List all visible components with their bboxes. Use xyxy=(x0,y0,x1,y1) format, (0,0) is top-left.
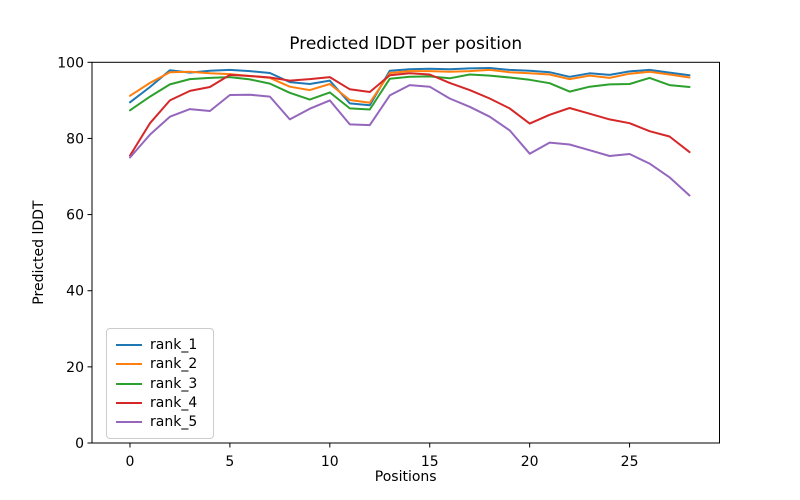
legend-line-sample xyxy=(116,382,142,385)
y-axis-label: Predicted lDDT xyxy=(31,200,47,305)
y-tick-label: 80 xyxy=(66,131,84,147)
legend-item-rank_1: rank_1 xyxy=(116,336,204,354)
x-axis-label: Positions xyxy=(375,469,437,485)
legend: rank_1 rank_2 rank_3 rank_4 rank_5 xyxy=(106,328,214,439)
y-tick-label: 40 xyxy=(66,284,84,300)
legend-item-rank_3: rank_3 xyxy=(116,375,204,393)
plot-area: 0 5 10 15 20 25 0 20 40 60 80 100 xyxy=(57,55,720,470)
y-tick-label: 20 xyxy=(66,360,84,376)
legend-item-rank_2: rank_2 xyxy=(116,355,204,373)
x-tick-label: 25 xyxy=(621,454,639,470)
series-line-rank_5 xyxy=(129,84,691,197)
legend-line-sample xyxy=(116,344,142,346)
legend-line-sample xyxy=(116,363,142,366)
y-tick-label: 60 xyxy=(66,208,84,224)
legend-item-rank_4: rank_4 xyxy=(116,394,204,412)
series-line-rank_4 xyxy=(129,72,691,157)
legend-line-sample xyxy=(116,401,142,404)
legend-label: rank_2 xyxy=(150,356,198,373)
y-tick-label: 100 xyxy=(57,55,84,71)
series-line-rank_1 xyxy=(129,67,691,107)
legend-label: rank_1 xyxy=(150,337,198,353)
legend-label: rank_4 xyxy=(150,394,198,411)
chart-title: Predicted lDDT per position xyxy=(289,34,522,54)
legend-item-rank_5: rank_5 xyxy=(116,413,204,431)
x-tick-label: 10 xyxy=(321,454,339,470)
x-tick-label: 15 xyxy=(421,454,439,470)
legend-label: rank_5 xyxy=(150,414,198,430)
x-tick-label: 20 xyxy=(521,454,539,470)
axes-frame xyxy=(91,61,720,444)
series-line-rank_2 xyxy=(129,68,691,104)
x-tick-label: 5 xyxy=(225,454,234,470)
series-line-rank_3 xyxy=(129,73,691,112)
x-tick-label: 0 xyxy=(126,454,135,470)
y-tick-label: 0 xyxy=(75,436,84,452)
legend-label: rank_3 xyxy=(150,375,198,392)
legend-line-sample xyxy=(116,421,142,423)
